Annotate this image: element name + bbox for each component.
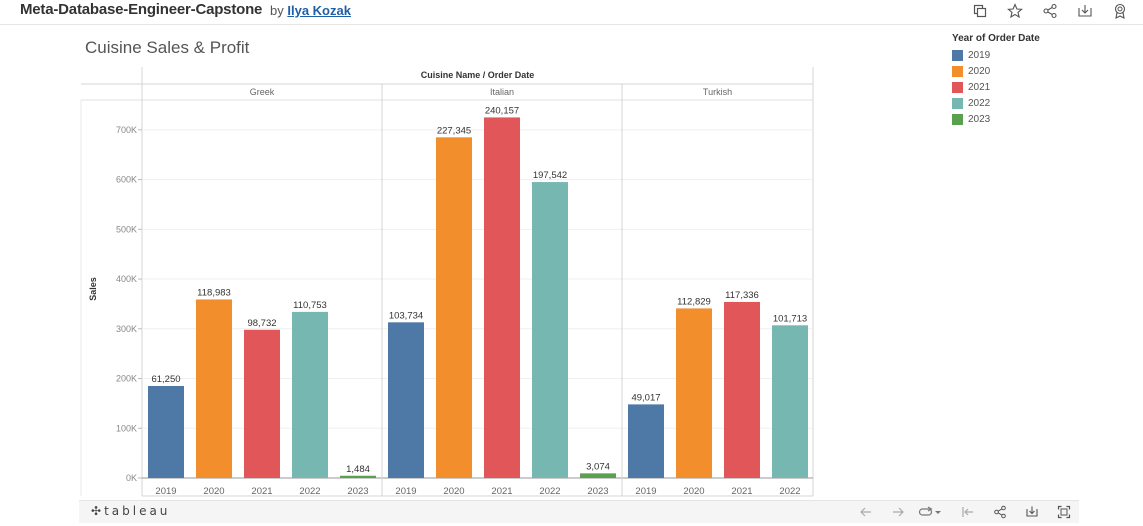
bar-data-label: 1,484: [346, 464, 370, 475]
x-tick-label: 2021: [731, 486, 752, 497]
x-tick-label: 2022: [299, 486, 320, 497]
bar-data-label: 61,250: [151, 374, 180, 385]
x-tick-label: 2021: [251, 486, 272, 497]
tableau-logo-text: tableau: [104, 504, 171, 518]
x-tick-label: 2021: [491, 486, 512, 497]
legend[interactable]: Year of Order Date 2019 2020 2021 2022 2023: [952, 33, 1040, 127]
top-bar: Meta-Database-Engineer-Capstone by Ilya …: [0, 0, 1143, 25]
x-tick-label: 2022: [539, 486, 560, 497]
x-tick-label: 2023: [347, 486, 368, 497]
bar-data-label: 98,732: [247, 318, 276, 329]
footer-download-icon[interactable]: [1023, 503, 1041, 521]
workbook-title: Meta-Database-Engineer-Capstone: [20, 1, 263, 18]
bar-data-label: 110,753: [293, 300, 327, 311]
redo-arrow-icon[interactable]: [889, 503, 907, 521]
footer-share-icon[interactable]: [991, 503, 1009, 521]
legend-item-2020[interactable]: 2020: [952, 64, 1040, 80]
download-icon[interactable]: [1075, 1, 1095, 21]
legend-item-2022[interactable]: 2022: [952, 95, 1040, 111]
chart-title: Cuisine Sales & Profit: [85, 38, 250, 57]
x-tick-label: 2023: [587, 486, 608, 497]
bar-greek-2019: [148, 385, 184, 478]
y-tick-label: 300K: [116, 324, 137, 334]
legend-swatch: [952, 50, 963, 62]
bar-data-label: 3,074: [586, 461, 610, 472]
bar-greek-2021: [244, 329, 280, 478]
bar-italian-2022: [532, 182, 568, 478]
fullscreen-icon[interactable]: [1055, 503, 1073, 521]
reset-icon[interactable]: [959, 503, 977, 521]
y-tick-label: 400K: [116, 274, 137, 284]
y-tick-label: 600K: [116, 175, 137, 185]
x-tick-label: 2020: [443, 486, 464, 497]
bar-turkish-2020: [676, 308, 712, 478]
y-tick-label: 100K: [116, 423, 137, 433]
bar-data-label: 101,713: [773, 313, 807, 324]
x-tick-label: 2019: [395, 486, 416, 497]
legend-swatch: [952, 97, 963, 109]
bar-greek-2020: [196, 299, 232, 478]
x-tick-label: 2020: [683, 486, 704, 497]
footer-toolbar: ✣tableau: [79, 500, 1079, 523]
bar-turkish-2019: [628, 404, 664, 478]
y-tick-label: 700K: [116, 125, 137, 135]
bar-data-label: 117,336: [725, 290, 759, 301]
legend-label: 2021: [968, 81, 991, 93]
y-tick-label: 0K: [126, 473, 137, 483]
panel-label-greek: Greek: [250, 87, 275, 97]
tableau-cross-icon: ✣: [91, 504, 105, 518]
by-label: by: [270, 3, 284, 18]
legend-label: 2020: [968, 66, 991, 78]
undo-arrow-icon[interactable]: [857, 503, 875, 521]
legend-item-2019[interactable]: 2019: [952, 48, 1040, 64]
tableau-logo: ✣tableau: [91, 504, 170, 518]
bar-greek-2022: [292, 311, 328, 478]
legend-item-2021[interactable]: 2021: [952, 80, 1040, 96]
duplicate-icon[interactable]: [970, 1, 990, 21]
panel-label-italian: Italian: [490, 87, 514, 97]
bar-data-label: 49,017: [631, 392, 660, 403]
x-tick-label: 2020: [203, 486, 224, 497]
y-tick-label: 500K: [116, 224, 137, 234]
header-label: Cuisine Name / Order Date: [421, 70, 535, 80]
bar-data-label: 118,983: [197, 287, 231, 298]
bar-data-label: 240,157: [485, 105, 519, 116]
byline: by Ilya Kozak: [270, 3, 351, 18]
y-tick-label: 200K: [116, 374, 137, 384]
bar-data-label: 197,542: [533, 170, 567, 181]
legend-label: 2022: [968, 97, 991, 109]
legend-title: Year of Order Date: [952, 33, 1040, 44]
badge-icon[interactable]: [1110, 1, 1130, 21]
bar-italian-2023: [580, 473, 616, 478]
author-link[interactable]: Ilya Kozak: [287, 3, 351, 18]
bar-data-label: 112,829: [677, 296, 711, 307]
legend-swatch: [952, 81, 963, 93]
share-icon[interactable]: [1040, 1, 1060, 21]
bar-italian-2021: [484, 117, 520, 478]
bar-greek-2023: [340, 475, 376, 478]
panel-label-turkish: Turkish: [703, 87, 732, 97]
bar-italian-2020: [436, 137, 472, 479]
legend-label: 2023: [968, 113, 991, 125]
bar-turkish-2022: [772, 325, 808, 478]
legend-label: 2019: [968, 50, 991, 62]
x-tick-label: 2022: [779, 486, 800, 497]
legend-swatch: [952, 113, 963, 125]
legend-swatch: [952, 66, 963, 78]
bar-data-label: 227,345: [437, 125, 471, 136]
favorite-star-icon[interactable]: [1005, 1, 1025, 21]
y-axis-label: Sales: [88, 277, 98, 301]
legend-items: 2019 2020 2021 2022 2023: [952, 48, 1040, 127]
revert-icon[interactable]: [917, 503, 943, 521]
x-tick-label: 2019: [635, 486, 656, 497]
legend-item-2023[interactable]: 2023: [952, 111, 1040, 127]
bar-turkish-2021: [724, 301, 760, 478]
bar-italian-2019: [388, 322, 424, 478]
x-tick-label: 2019: [155, 486, 176, 497]
bar-data-label: 103,734: [389, 310, 423, 321]
